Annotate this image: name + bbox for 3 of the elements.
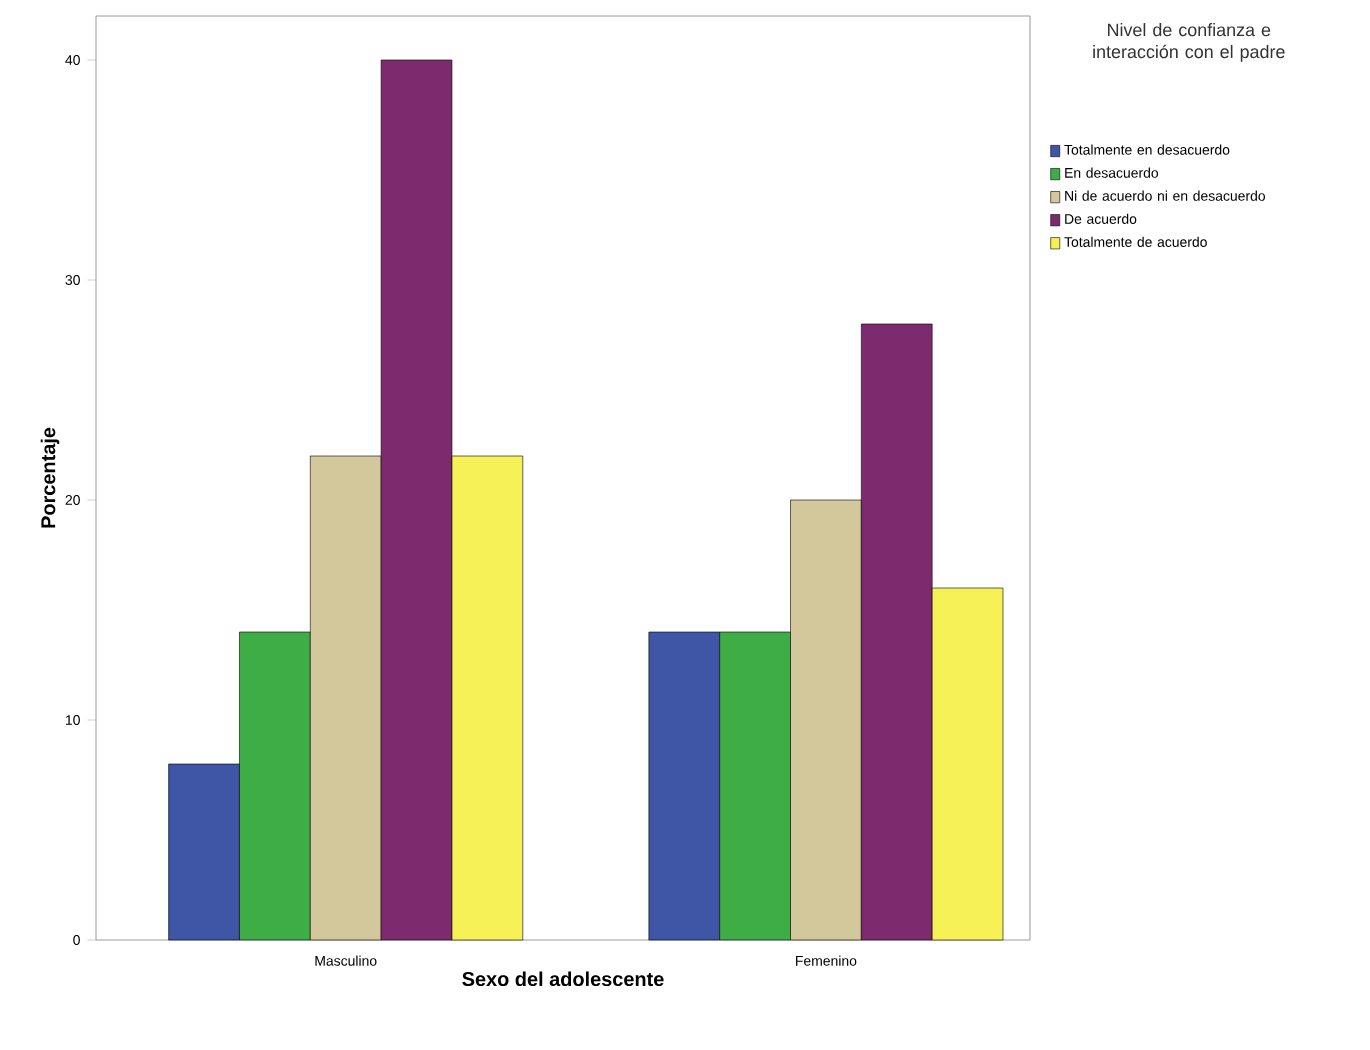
legend-title: Nivel de confianza e interacción con el padre xyxy=(1093,23,1285,62)
x-axis-title: Sexo del adolescente xyxy=(462,971,664,987)
y-axis-title: Porcentaje xyxy=(40,427,60,528)
